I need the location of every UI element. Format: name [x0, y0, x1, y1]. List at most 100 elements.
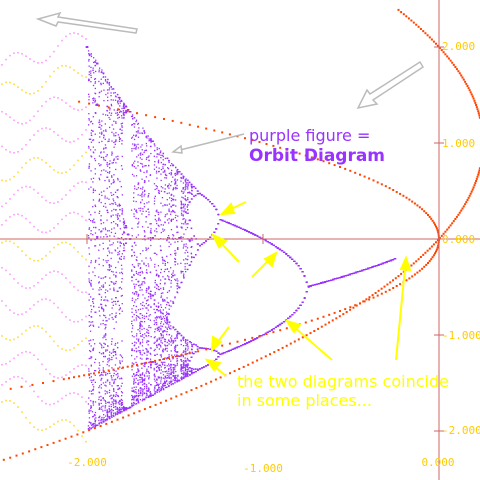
orbit-point	[189, 351, 191, 353]
orbit-point	[147, 194, 150, 197]
orbit-point	[146, 389, 148, 392]
orbit-point	[119, 362, 121, 365]
orbit-point	[158, 344, 161, 346]
orbit-point	[172, 300, 174, 303]
faint-point	[1, 335, 3, 337]
orbit-point	[107, 416, 109, 418]
orbit-point	[99, 244, 101, 246]
orbit-point	[183, 243, 185, 246]
orbit-point	[120, 401, 123, 404]
orbit-point	[156, 391, 158, 393]
orbit-point	[176, 184, 178, 187]
orbit-point	[203, 366, 206, 368]
orbit-point	[168, 370, 170, 372]
orbit-point	[145, 136, 147, 138]
orbit-point	[181, 353, 183, 355]
orbit-point	[137, 340, 140, 342]
orbit-point	[107, 401, 109, 404]
orbit-point	[101, 377, 103, 380]
orbit-point	[116, 411, 118, 413]
orbit-point	[187, 364, 189, 366]
orbit-point	[277, 247, 279, 249]
orbit-point	[193, 368, 195, 370]
orbit-point	[243, 228, 245, 230]
orbit-point	[137, 395, 139, 398]
orbit-point	[135, 400, 137, 402]
orbit-point	[184, 357, 186, 359]
orbit-point	[160, 304, 162, 306]
orbit-point	[88, 165, 90, 167]
orbit-point	[167, 168, 170, 170]
orbit-point	[98, 199, 100, 201]
orbit-point	[147, 370, 149, 373]
faint-point	[25, 380, 27, 383]
orbit-point	[155, 284, 158, 286]
orbit-point	[158, 328, 160, 330]
orbit-point	[162, 288, 165, 290]
orbit-point	[154, 341, 156, 343]
orbit-point	[113, 141, 115, 144]
orbit-point	[191, 345, 193, 348]
orbit-point	[110, 398, 112, 400]
orbit-point	[98, 121, 100, 124]
orbit-point	[115, 112, 117, 114]
orbit-point	[105, 324, 107, 326]
orbit-point	[170, 174, 172, 176]
faint-point	[41, 127, 43, 130]
orbit-point	[133, 251, 135, 253]
orbit-point	[137, 293, 140, 295]
orbit-point	[92, 116, 94, 118]
orbit-point	[106, 187, 108, 189]
orbit-point	[132, 390, 134, 392]
faint-point	[9, 54, 11, 57]
orbit-point	[148, 286, 150, 288]
faint-point	[69, 32, 71, 35]
orbit-point	[172, 358, 174, 360]
orbit-point	[119, 307, 121, 309]
faint-point	[9, 309, 11, 311]
orbit-point	[135, 395, 137, 397]
orbit-point	[146, 370, 148, 372]
orbit-point	[157, 302, 160, 304]
orbit-point	[191, 351, 193, 353]
orbit-point	[112, 182, 114, 184]
orbit-point	[133, 145, 136, 147]
faint-point	[77, 393, 79, 395]
orbit-point	[175, 370, 177, 373]
orbit-point	[149, 391, 151, 393]
orbit-point	[153, 200, 156, 202]
orbit-point	[121, 107, 123, 110]
orbit-point	[181, 196, 183, 198]
orbit-point	[114, 141, 116, 143]
orbit-point	[107, 411, 109, 414]
orbit-point	[205, 240, 207, 242]
orbit-point	[195, 368, 197, 370]
orbit-point	[236, 346, 238, 349]
orbit-point	[90, 170, 92, 172]
orbit-point	[90, 239, 92, 241]
orbit-point	[158, 218, 160, 220]
orbit-point	[88, 370, 90, 372]
orbit-point	[263, 334, 265, 336]
orbit-point	[132, 395, 134, 397]
orbit-point	[148, 378, 150, 380]
orbit-point	[147, 318, 150, 320]
orbit-point	[180, 201, 182, 203]
orbit-point	[191, 356, 193, 358]
faint-point	[65, 65, 67, 67]
orbit-point	[146, 312, 148, 314]
orbit-point	[115, 156, 117, 158]
orbit-point	[179, 171, 181, 173]
orbit-point	[177, 172, 179, 174]
faint-point	[73, 347, 75, 349]
orbit-point	[134, 160, 136, 162]
orbit-point	[138, 182, 140, 184]
orbit-point	[166, 374, 168, 377]
orbit-point	[150, 395, 152, 397]
orbit-point	[100, 191, 103, 193]
orbit-point	[113, 180, 115, 182]
orbit-point	[177, 263, 179, 265]
orbit-point	[137, 400, 139, 403]
orbit-point	[185, 271, 187, 273]
orbit-point	[175, 380, 177, 382]
